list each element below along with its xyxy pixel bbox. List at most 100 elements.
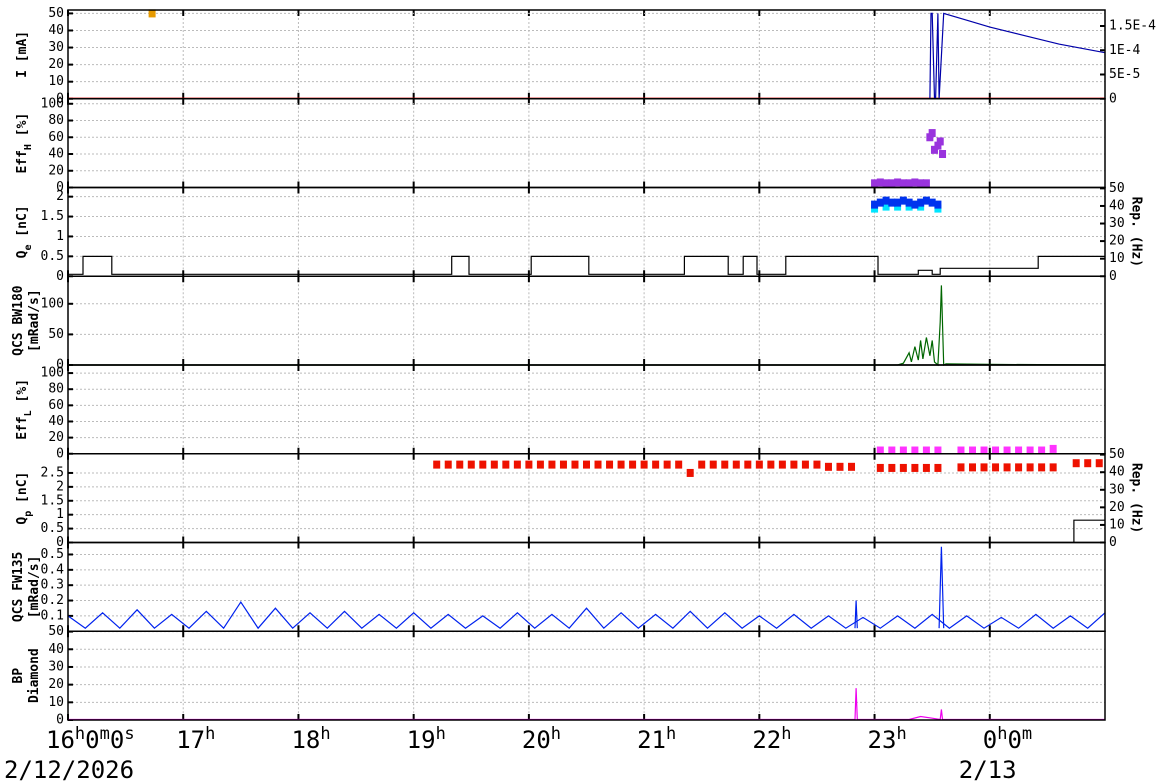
y-axis-label-part: QCS BW180 — [11, 285, 26, 356]
data-point — [882, 202, 890, 211]
data-point — [936, 137, 944, 146]
y2-tick-label: 0 — [1109, 91, 1117, 106]
data-point — [871, 200, 879, 209]
data-point — [992, 463, 1000, 472]
data-point — [871, 179, 879, 188]
data-point — [899, 196, 907, 205]
y-axis-label: Qp [nC] — [15, 472, 34, 525]
data-point — [594, 460, 602, 469]
label-run: 22 — [752, 726, 781, 754]
data-point — [1038, 446, 1046, 455]
y-tick-label: 1.5 — [41, 493, 64, 508]
data-point — [980, 463, 988, 472]
y-tick-label: 0 — [56, 713, 64, 728]
label-run: h — [896, 724, 906, 744]
y-axis-label-part: [nC] — [15, 472, 30, 511]
data-point — [939, 150, 947, 159]
data-point — [606, 460, 614, 469]
data-point — [675, 460, 683, 469]
data-point — [444, 460, 452, 469]
y-tick-label: 30 — [48, 659, 64, 674]
data-point — [934, 446, 942, 455]
y-axis-label-part: Q — [15, 517, 30, 525]
y-tick-label: 100 — [41, 296, 64, 311]
data-point — [698, 460, 706, 469]
data-point — [1095, 459, 1103, 468]
data-point — [928, 129, 936, 138]
y-tick-label: 2.5 — [41, 465, 64, 480]
x-tick-label: 20h — [522, 724, 561, 754]
label-run: h — [666, 724, 676, 744]
data-line — [67, 601, 1106, 630]
data-point — [629, 460, 637, 469]
data-point — [1003, 446, 1011, 455]
y-tick-label: 0 — [56, 446, 64, 461]
y2-tick-label: 10 — [1109, 517, 1125, 532]
data-line — [68, 255, 1105, 275]
label-run: 0 — [983, 726, 997, 754]
data-point — [899, 179, 907, 188]
y-tick-label: 0 — [56, 269, 64, 284]
panel-frame — [67, 9, 1106, 100]
y-tick-label: 20 — [48, 57, 64, 72]
y-tick-label: 0 — [56, 358, 64, 373]
data-point — [583, 460, 590, 469]
data-point — [911, 446, 919, 455]
label-run: 0 — [110, 726, 124, 754]
data-point — [905, 198, 913, 207]
y-axis-label: EffH [%] — [15, 113, 34, 174]
data-point — [934, 463, 942, 472]
data-point — [922, 463, 930, 472]
y-tick-label: 20 — [48, 677, 64, 692]
data-point — [905, 179, 913, 188]
data-point — [433, 460, 441, 469]
y-tick-label: 100 — [41, 366, 64, 381]
date-label: 2/13 — [959, 756, 1017, 782]
y-tick-label: 50 — [48, 624, 64, 639]
data-line — [68, 12, 1106, 100]
y2-tick-label: 1E-4 — [1109, 43, 1140, 58]
data-point — [888, 198, 896, 207]
data-point — [882, 179, 890, 188]
data-point — [148, 9, 156, 18]
data-point — [559, 460, 567, 469]
x-tick-label: 22h — [752, 724, 791, 754]
label-run: h — [75, 724, 85, 744]
panel-frame — [67, 364, 1106, 455]
y-tick-label: 80 — [48, 113, 64, 128]
data-line — [938, 546, 945, 629]
data-point — [899, 463, 907, 472]
data-point — [957, 463, 965, 472]
y2-tick-label: 1.5E-4 — [1109, 19, 1156, 34]
y-axis-label-part: Diamond — [27, 648, 42, 703]
y-tick-label: 40 — [48, 147, 64, 162]
y-tick-label: 1.5 — [41, 209, 64, 224]
data-line — [68, 688, 1105, 721]
y-tick-label: 0.5 — [41, 521, 64, 536]
x-tick-label: 0h0m — [983, 724, 1032, 754]
data-line — [854, 600, 858, 629]
y-tick-label: 0 — [56, 535, 64, 550]
data-point — [968, 446, 976, 455]
data-point — [686, 468, 694, 477]
y2-tick-label: 0 — [1109, 269, 1117, 284]
y2-axis-label: Rep. (Hz) — [1129, 197, 1144, 267]
y-tick-label: 0 — [56, 91, 64, 106]
data-point — [848, 462, 856, 471]
data-point — [934, 200, 942, 209]
panel-frame — [67, 275, 1106, 366]
data-point — [490, 460, 498, 469]
y-axis-label: BP — [11, 668, 26, 684]
data-point — [732, 460, 740, 469]
data-point — [888, 446, 896, 455]
data-point — [1015, 463, 1023, 472]
label-run: h — [551, 724, 561, 744]
y-tick-label: 100 — [41, 96, 64, 111]
data-point — [525, 460, 533, 469]
label-run: h — [781, 724, 791, 744]
x-tick-label: 17h — [176, 724, 215, 754]
label-run: 17 — [176, 726, 205, 754]
label-run: 0 — [1007, 726, 1021, 754]
y-axis-label-part: H — [23, 144, 34, 150]
y2-tick-label: 40 — [1109, 198, 1125, 213]
